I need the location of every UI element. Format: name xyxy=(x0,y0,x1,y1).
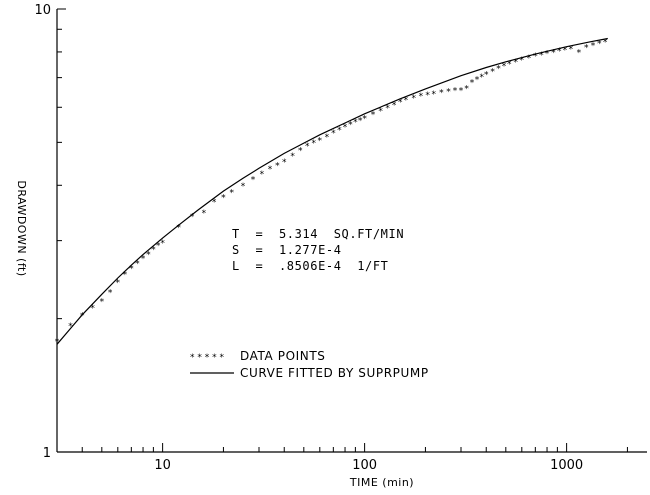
data-point: * xyxy=(116,278,121,288)
data-point: * xyxy=(584,44,589,54)
data-point: * xyxy=(479,73,484,83)
data-point: * xyxy=(527,54,532,64)
data-point: * xyxy=(425,91,430,101)
data-point: * xyxy=(464,85,469,95)
data-point: * xyxy=(398,98,403,108)
data-point: * xyxy=(484,71,489,81)
data-point: * xyxy=(202,209,207,219)
data-points: ********** * * * * *** ** ***** * * *** * * * * * * * * * * *… xyxy=(55,38,608,348)
data-point: * xyxy=(230,189,235,199)
data-point: * xyxy=(459,86,464,96)
data-point: * xyxy=(129,265,134,275)
data-point: * xyxy=(80,311,85,321)
fitted-curve-line xyxy=(56,37,608,345)
data-point: * xyxy=(591,41,596,51)
legend: * * * * * DATA POINTS CURVE FITTED BY SU… xyxy=(190,349,429,380)
data-point: * xyxy=(221,194,226,204)
data-point: * xyxy=(282,158,287,168)
data-point: * xyxy=(446,87,451,97)
data-point: * xyxy=(156,242,161,252)
x-axis-title: TIME (min) xyxy=(349,476,414,489)
data-point: * xyxy=(551,48,556,58)
data-point: * xyxy=(160,239,165,249)
y-tick-label: 1 xyxy=(43,446,51,461)
data-point: * xyxy=(298,147,303,157)
data-point: * xyxy=(325,133,330,143)
data-point: * xyxy=(439,89,444,99)
data-point: * xyxy=(557,47,562,57)
data-point: * xyxy=(190,212,195,222)
legend-marker-stars: * * * * * xyxy=(190,353,224,363)
data-point: * xyxy=(305,142,310,152)
data-point: * xyxy=(453,87,458,97)
data-point: * xyxy=(212,198,217,208)
data-point: * xyxy=(343,123,348,133)
data-point: * xyxy=(563,46,568,56)
data-point: * xyxy=(507,60,512,70)
data-point: * xyxy=(385,104,390,114)
data-point: * xyxy=(241,182,246,192)
data-point: * xyxy=(362,114,367,124)
data-point: * xyxy=(603,38,608,48)
x-tick-label: 100 xyxy=(352,458,377,473)
y-axis-title: DRAWDOWN (ft) xyxy=(15,180,28,276)
data-point: * xyxy=(90,304,95,314)
data-point: * xyxy=(135,260,140,270)
x-tick-label: 10 xyxy=(154,458,171,473)
data-point: * xyxy=(348,121,353,131)
data-point: * xyxy=(68,322,73,332)
data-point: * xyxy=(432,90,437,100)
data-point: * xyxy=(514,58,519,68)
data-point: * xyxy=(404,96,409,106)
param-transmissivity: T = 5.314 SQ.FT/MIN xyxy=(232,227,404,241)
data-point: * xyxy=(251,176,256,186)
data-point: * xyxy=(260,170,265,180)
data-point: * xyxy=(337,126,342,136)
data-point: * xyxy=(533,52,538,62)
data-point: * xyxy=(496,65,501,75)
axes xyxy=(56,9,647,453)
data-point: * xyxy=(597,40,602,50)
param-leakage: L = .8506E-4 1/FT xyxy=(232,259,389,273)
data-point: * xyxy=(520,56,525,66)
data-point: * xyxy=(275,161,280,171)
data-point: * xyxy=(539,51,544,61)
data-point: * xyxy=(108,288,113,298)
param-storativity: S = 1.277E-4 xyxy=(232,243,342,257)
data-point: * xyxy=(100,298,105,308)
data-point: * xyxy=(55,338,60,348)
legend-label-fitted-curve: CURVE FITTED BY SUPRPUMP xyxy=(240,366,429,380)
data-point: * xyxy=(577,49,582,59)
data-point: * xyxy=(545,50,550,60)
data-point: * xyxy=(490,67,495,77)
data-point: * xyxy=(268,165,273,175)
data-point: * xyxy=(141,255,146,265)
data-point: * xyxy=(358,116,363,126)
data-point: * xyxy=(411,94,416,104)
data-point: * xyxy=(378,107,383,117)
data-point: * xyxy=(419,92,424,102)
data-point: * xyxy=(502,62,507,72)
y-tick-label: 10 xyxy=(34,3,51,18)
data-point: * xyxy=(353,118,358,128)
data-point: * xyxy=(176,224,181,234)
data-point: * xyxy=(371,111,376,121)
data-point: * xyxy=(475,76,480,86)
data-point: * xyxy=(569,45,574,55)
data-point: * xyxy=(312,139,317,149)
data-point: * xyxy=(331,129,336,139)
legend-label-data-points: DATA POINTS xyxy=(240,349,325,363)
x-tick-label: 1000 xyxy=(550,458,583,473)
data-point: * xyxy=(123,271,128,281)
data-point: * xyxy=(470,78,475,88)
data-point: * xyxy=(290,152,295,162)
data-point: * xyxy=(146,250,151,260)
data-point: * xyxy=(392,101,397,111)
ticks xyxy=(56,8,628,453)
tick-labels: 10 100 1000 1 10 xyxy=(34,3,583,473)
parameter-annotations: T = 5.314 SQ.FT/MIN S = 1.277E-4 L = .85… xyxy=(232,227,404,273)
data-point: * xyxy=(318,137,323,147)
data-point: * xyxy=(151,246,156,256)
